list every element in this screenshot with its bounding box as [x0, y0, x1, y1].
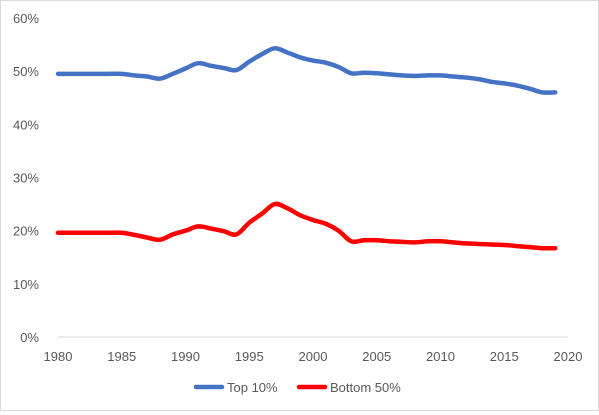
- y-tick-label: 50%: [13, 64, 39, 79]
- y-tick-label: 10%: [13, 277, 39, 292]
- series-line-0: [55, 46, 558, 95]
- x-axis: 1980 1985 1990 1995 2000 2005 2010 2015 2020: [44, 349, 583, 364]
- x-tick-label: 2005: [362, 349, 391, 364]
- plot-area: [55, 46, 558, 251]
- x-tick-label: 2010: [426, 349, 455, 364]
- legend-label: Top 10%: [227, 380, 278, 395]
- y-tick-label: 60%: [13, 11, 39, 26]
- x-tick-label: 2015: [490, 349, 519, 364]
- x-tick-label: 2000: [299, 349, 328, 364]
- series-line-1: [55, 201, 558, 251]
- legend-label: Bottom 50%: [330, 380, 401, 395]
- y-tick-label: 20%: [13, 224, 39, 239]
- x-tick-label: 1995: [235, 349, 264, 364]
- x-tick-label: 1990: [171, 349, 200, 364]
- x-tick-label: 2020: [554, 349, 583, 364]
- x-tick-label: 1980: [44, 349, 73, 364]
- y-tick-label: 0%: [20, 330, 39, 345]
- y-tick-label: 40%: [13, 117, 39, 132]
- x-tick-label: 1985: [107, 349, 136, 364]
- y-tick-label: 30%: [13, 171, 39, 186]
- y-axis: 0% 10% 20% 30% 40% 50% 60%: [13, 11, 39, 345]
- legend: Top 10% Bottom 50%: [193, 380, 401, 395]
